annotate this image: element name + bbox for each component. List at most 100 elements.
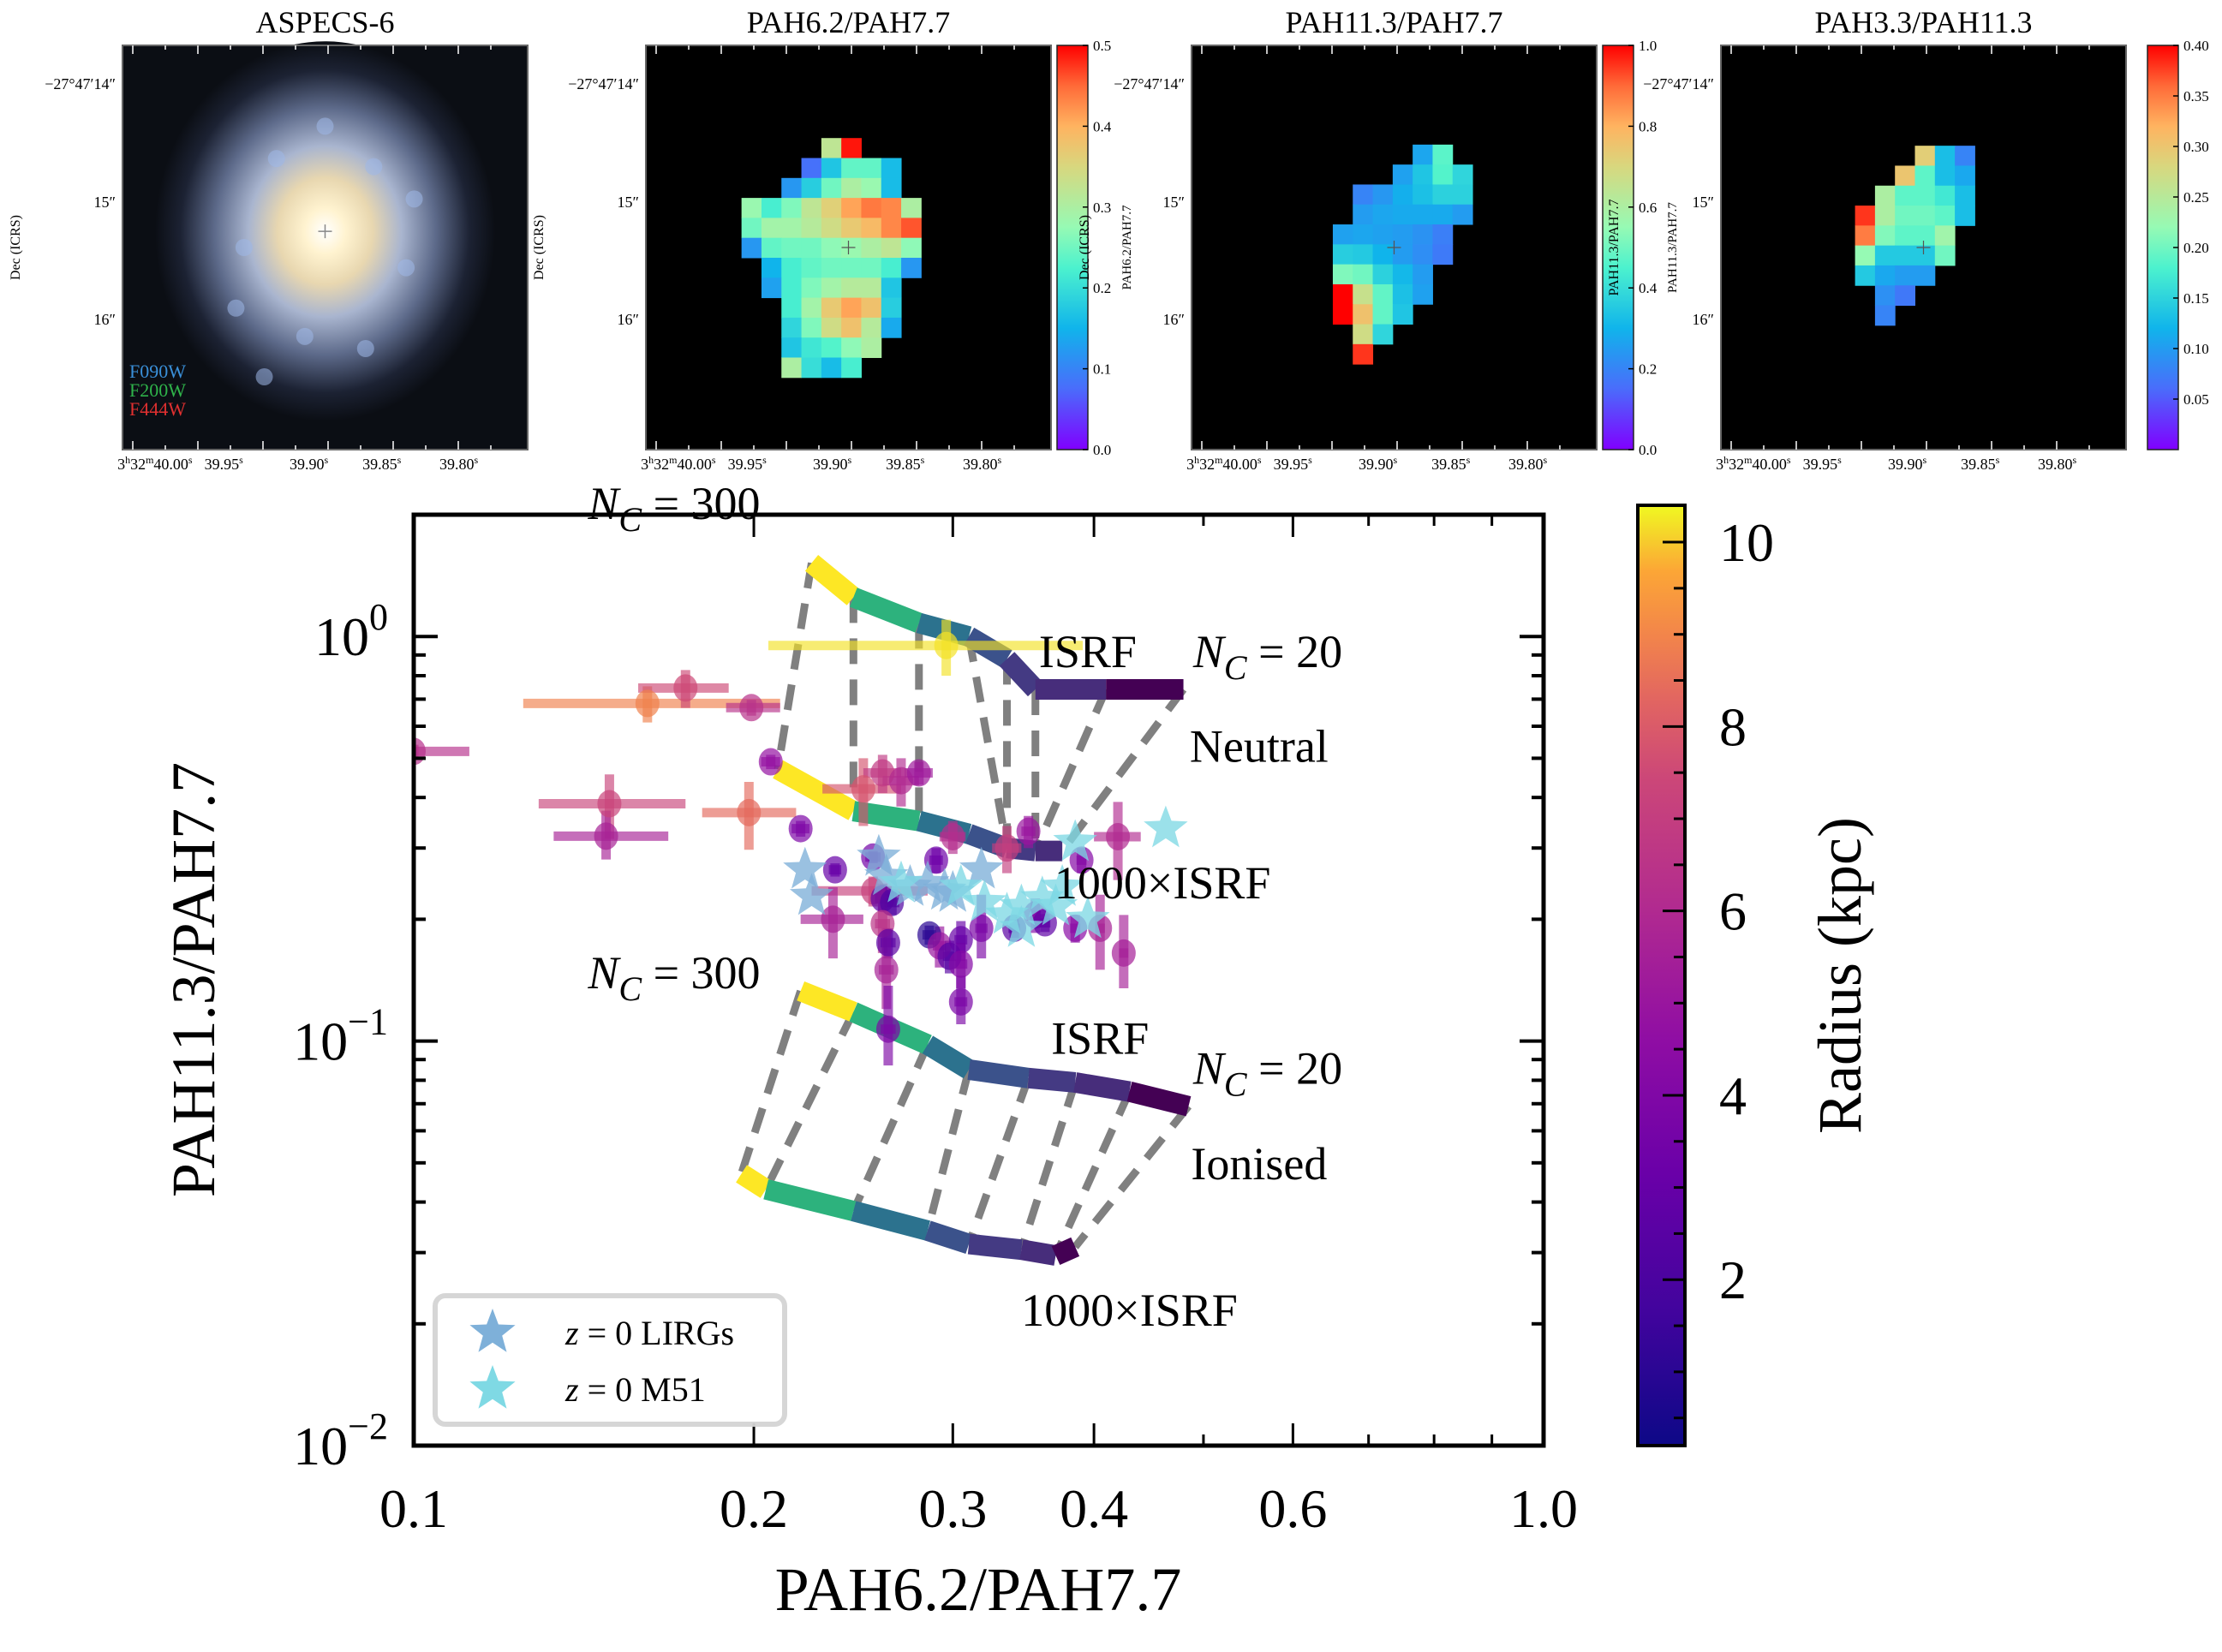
map-pixel (861, 237, 882, 259)
map-pixel (1413, 164, 1433, 185)
ra-tick-label: 39.95s (728, 454, 768, 473)
colorbar-label: PAH11.3/PAH7.7 (1666, 202, 1680, 293)
model-track-segment (849, 587, 923, 633)
map-pixel (801, 177, 822, 199)
map-pixel (1413, 244, 1433, 265)
annotation-label: 1000×ISRF (1021, 1285, 1238, 1336)
ra-tick-label: 39.95s (205, 454, 244, 473)
model-track-segment (999, 652, 1043, 697)
map-pixel (761, 277, 782, 299)
grid-link-dashed (1052, 1089, 1133, 1257)
map-pixel (1955, 185, 1975, 206)
colorbar-tick-label: 0.35 (2183, 88, 2209, 104)
legend: z = 0 LIRGs z = 0 M51 (433, 1293, 787, 1427)
star-forming-knot (405, 190, 423, 208)
map-pixel (781, 277, 803, 299)
model-track-segment (1027, 1067, 1077, 1093)
map-pixel (1353, 283, 1374, 305)
ra-tick-label: 3h32m40.00s (1716, 454, 1791, 473)
spaxel-point (941, 822, 965, 850)
map-pixel (841, 218, 862, 239)
map-pixel (1934, 165, 1956, 187)
map-pixel (761, 237, 782, 259)
colorbar-tick-label: 1.0 (1639, 38, 1657, 54)
map-pixel (1413, 204, 1433, 225)
m51-star-point (879, 860, 923, 903)
map-pixel (861, 198, 882, 218)
map-pixel (1413, 224, 1433, 245)
spaxel-point (874, 956, 899, 984)
m51-star-point (1040, 864, 1084, 906)
star-forming-knot (397, 259, 415, 277)
model-track-segment (1019, 1239, 1058, 1266)
map-pixel (881, 158, 902, 179)
map-pixel (1332, 244, 1353, 265)
grid-link-dashed (1018, 1081, 1079, 1251)
map-pixel (1372, 224, 1394, 245)
grid-link-dashed (1031, 688, 1110, 853)
center-marker-icon (318, 224, 332, 239)
colorbar-tick-label: 0.2 (1093, 280, 1111, 296)
spaxel-point (594, 822, 618, 850)
dec-axis-label: PAH11.3/PAH7.7 (1607, 200, 1622, 296)
model-annotations: NC = 300 ISRF NC = 20 Neutral 1000×ISRF NC = … (587, 478, 1342, 1336)
spaxel-point (822, 856, 847, 884)
ra-tick-label: 39.85s (886, 454, 925, 473)
map-pixel (741, 198, 762, 218)
map-pixel (1895, 165, 1915, 187)
spaxel-point (875, 1015, 900, 1043)
spaxel-point (948, 926, 973, 954)
map-pixel (1874, 245, 1896, 266)
map-pixel (1392, 204, 1413, 225)
lirg-star-point (789, 873, 834, 915)
map-pixel (861, 297, 882, 319)
map-pixel (841, 138, 862, 158)
filter-label: F090W (129, 361, 186, 382)
map-pixel (781, 357, 803, 379)
map-pixel (881, 258, 902, 278)
colorbar-ticks: 2 4 6 8 10 (1663, 512, 1774, 1420)
map-pixel (1432, 224, 1454, 245)
map-pixel (1452, 164, 1473, 185)
spaxel-point (758, 748, 783, 776)
ra-tick-label: 39.90s (813, 454, 852, 473)
grid-link-dashed (738, 989, 804, 1175)
ra-tick-label: 39.85s (362, 454, 402, 473)
star-forming-knot (235, 239, 253, 256)
m51-star-point (1020, 875, 1065, 918)
colorbar-tick-label: 4 (1719, 1065, 1747, 1126)
map-pixel (1895, 285, 1915, 307)
map-pixel (881, 237, 902, 259)
spaxel-point (880, 888, 905, 916)
x-tick-label: 0.2 (720, 1478, 788, 1539)
map-pixel (1914, 165, 1936, 187)
spaxel-point (1016, 817, 1041, 845)
colorbar-tick-label: 0.5 (1093, 38, 1111, 54)
ra-tick-label: 3h32m40.00s (641, 454, 716, 473)
annotation-label: 1000×ISRF (1054, 857, 1271, 909)
spaxel-point (870, 759, 895, 787)
map-pixel (821, 138, 842, 158)
colorbar-tick-label: 0.10 (2183, 341, 2209, 357)
dec-tick-label: 15″ (1693, 194, 1715, 211)
x-axis-label: PAH6.2/PAH7.7 (775, 1555, 1182, 1624)
map-pixel (1432, 144, 1454, 165)
map-pixel (1332, 264, 1353, 285)
map-pixel (801, 337, 822, 358)
map-pixel (881, 297, 902, 319)
dec-axis-label: Dec (ICRS) (532, 215, 547, 280)
dec-tick-label: −27°47′14″ (1114, 75, 1185, 92)
ra-tick-label: 39.90s (1888, 454, 1927, 473)
map-pixel (861, 317, 882, 338)
dec-tick-label: 15″ (94, 194, 116, 211)
colorbar-gradient (1636, 504, 1687, 1447)
colorbar-tick-label: 0.15 (2183, 290, 2209, 307)
ra-tick-label: 39.80s (2038, 454, 2077, 473)
annotation-label: ISRF (1039, 626, 1137, 677)
map-pixel (1452, 204, 1473, 225)
model-track-segment (1051, 1237, 1080, 1266)
map-pixel (841, 357, 862, 379)
axis-ticks: 0.1 0.2 0.3 0.4 0.6 1.0 10−2 10−1 100 (293, 513, 1578, 1539)
map-pixel (801, 277, 822, 299)
map-colorbar (1056, 45, 1089, 450)
